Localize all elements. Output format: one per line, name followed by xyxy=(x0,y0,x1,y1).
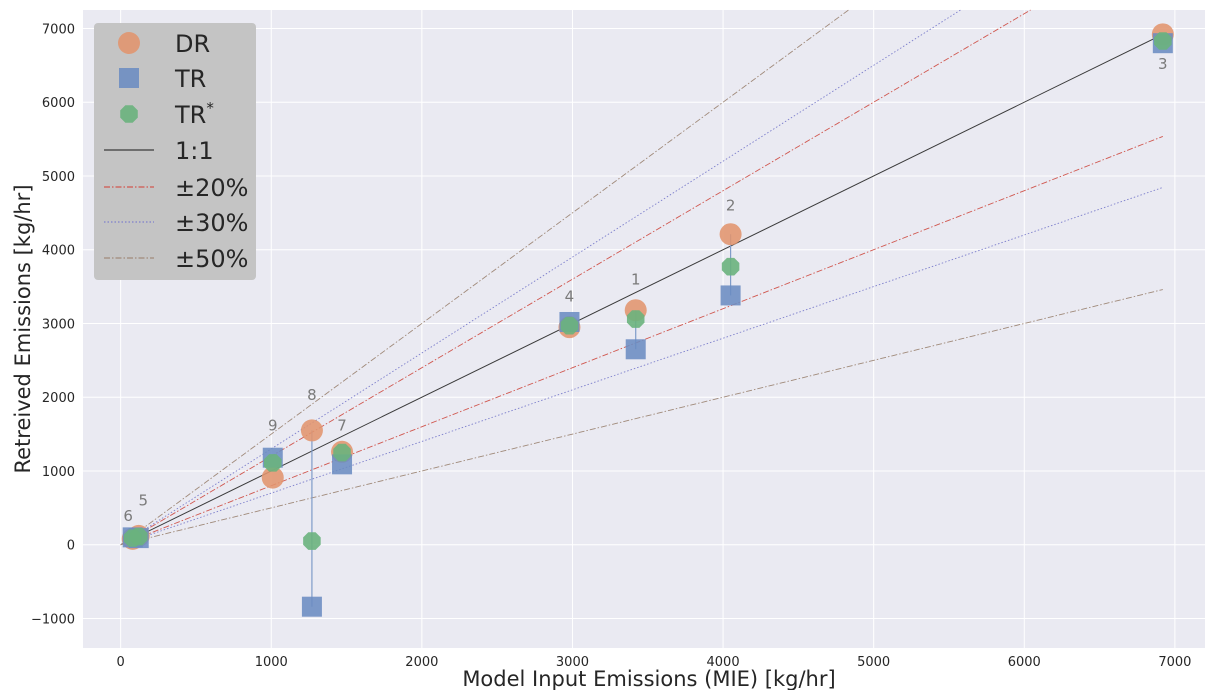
legend-label-dr: DR xyxy=(175,30,210,58)
reference-line xyxy=(120,9,961,546)
point-tr xyxy=(720,285,741,306)
point-label: 7 xyxy=(337,416,347,434)
legend-marker-tr-star xyxy=(120,105,138,123)
legend-label-ref-2: ±30% xyxy=(175,209,248,237)
reference-line xyxy=(120,136,1163,546)
point-label: 8 xyxy=(307,386,317,404)
point-tr xyxy=(301,596,322,617)
x-tick-label: 0 xyxy=(117,655,125,670)
grid xyxy=(83,10,1205,648)
y-tick-label: 3000 xyxy=(42,317,75,332)
y-tick-label: 6000 xyxy=(42,96,75,111)
point-dr xyxy=(261,466,284,489)
y-tick-label: 1000 xyxy=(42,465,75,480)
data-points xyxy=(121,23,1174,617)
point-dr xyxy=(719,223,742,246)
point-tr-star xyxy=(560,316,579,335)
x-axis-label: Model Input Emissions (MIE) [kg/hr] xyxy=(462,667,835,690)
y-ticks: −1000 0 1000 2000 3000 4000 5000 6000 7000 xyxy=(31,22,75,627)
legend: DR TR TR* 1:1 ±20% ±30% ±50% xyxy=(94,23,256,280)
y-tick-label: 7000 xyxy=(42,22,75,37)
y-tick-label: 5000 xyxy=(42,170,75,185)
x-tick-label: 1000 xyxy=(255,655,288,670)
point-label: 1 xyxy=(631,270,641,288)
x-tick-label: 6000 xyxy=(1008,655,1041,670)
reference-line xyxy=(120,289,1163,546)
plot-background xyxy=(83,10,1205,648)
point-tr-star xyxy=(1154,32,1172,50)
legend-label-tr: TR xyxy=(174,65,206,93)
point-label: 3 xyxy=(1158,55,1168,73)
point-label: 6 xyxy=(123,507,133,525)
x-tick-label: 5000 xyxy=(857,655,890,670)
point-label: 5 xyxy=(138,492,148,510)
y-tick-label: −1000 xyxy=(31,612,75,627)
legend-label-ref-1: ±20% xyxy=(175,174,248,202)
y-axis-label: Retreived Emissions [kg/hr] xyxy=(11,184,35,473)
legend-marker-tr xyxy=(119,68,139,88)
x-ticks: 0 1000 2000 3000 4000 5000 6000 7000 xyxy=(117,655,1192,670)
y-tick-label: 2000 xyxy=(42,391,75,406)
y-tick-label: 4000 xyxy=(42,244,75,259)
y-tick-label: 0 xyxy=(67,539,75,554)
point-labels: 1 2 3 4 56 7 8 9 xyxy=(123,55,1167,525)
x-tick-label: 3000 xyxy=(556,655,589,670)
reference-line xyxy=(120,187,1163,546)
reference-line xyxy=(120,33,1164,546)
x-tick-label: 7000 xyxy=(1158,655,1191,670)
point-tr-star xyxy=(303,532,321,550)
legend-label-ref-0: 1:1 xyxy=(175,137,214,165)
point-label: 4 xyxy=(565,287,575,305)
point-tr-star xyxy=(333,443,351,462)
point-tr-star xyxy=(721,257,740,276)
point-tr-star xyxy=(123,529,142,547)
reference-line xyxy=(120,9,849,546)
point-dr xyxy=(300,419,323,442)
point-tr-star xyxy=(263,454,282,472)
legend-marker-dr xyxy=(118,32,140,54)
point-tr-star xyxy=(626,310,645,328)
point-label: 2 xyxy=(726,197,736,215)
point-label: 9 xyxy=(268,416,278,434)
point-tr xyxy=(625,339,646,360)
x-tick-label: 2000 xyxy=(405,655,438,670)
x-tick-label: 4000 xyxy=(707,655,740,670)
legend-label-tr-star: TR* xyxy=(174,99,214,129)
legend-label-ref-3: ±50% xyxy=(175,245,248,273)
